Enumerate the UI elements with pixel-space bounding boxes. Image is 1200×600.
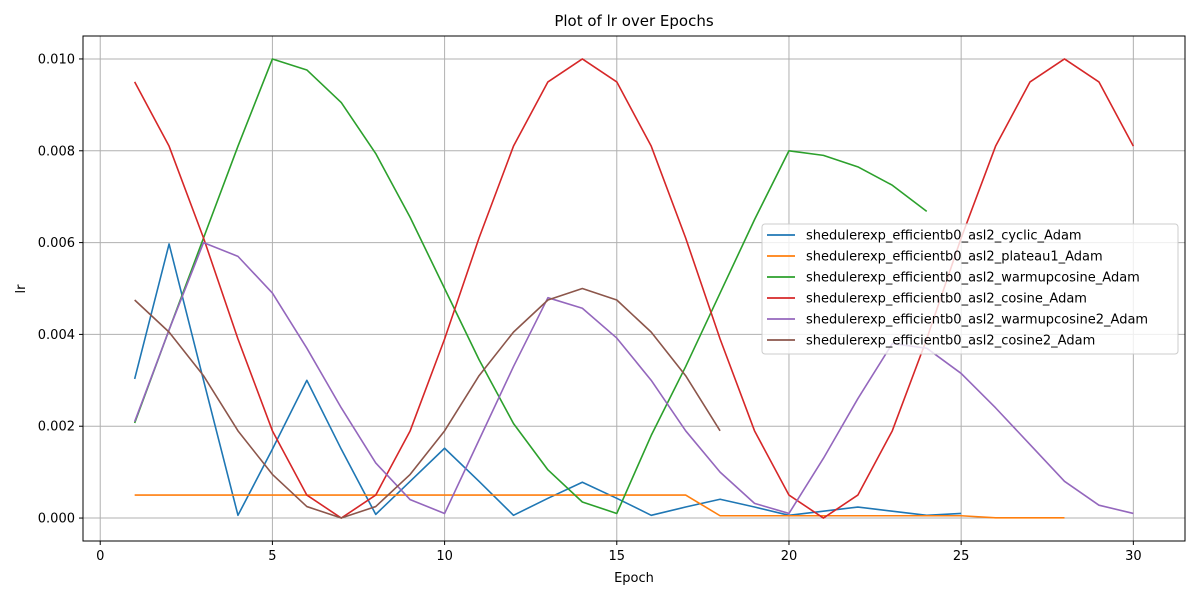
series-line-5 [133,241,1134,515]
series-line-4 [133,58,1135,519]
series-line-2 [134,494,1065,519]
x-tick-label: 10 [436,549,453,564]
series-line-1 [133,243,962,517]
legend-label: shedulerexp_efficientb0_asl2_cosine2_Ada… [806,334,1095,349]
legend-label: shedulerexp_efficientb0_asl2_cyclic_Adam [806,229,1082,244]
chart-title: Plot of lr over Epochs [554,12,714,30]
legend-box [761,223,1179,355]
legend-label: shedulerexp_efficientb0_asl2_warmupcosin… [806,313,1148,328]
x-tick-label: 25 [953,549,970,564]
axis-ticks: 0 5 10 15 20 25 30 0.000 0.002 0.004 0.006 0.008 0.0… [38,52,1142,564]
legend-label: shedulerexp_efficientb0_asl2_warmupcosin… [806,271,1140,286]
y-tick-label: 0.010 [38,52,75,67]
legend-label: shedulerexp_efficientb0_asl2_cosine_Adam [806,292,1087,307]
x-tick-label: 30 [1125,549,1142,564]
y-tick-label: 0.004 [38,328,75,343]
x-tick-label: 0 [96,549,104,564]
y-tick-label: 0.006 [38,236,75,251]
y-tick-label: 0.002 [38,420,75,435]
y-tick-label: 0.008 [38,144,75,159]
x-tick-label: 20 [781,549,798,564]
x-axis-title: Epoch [614,571,654,586]
legend-label: shedulerexp_efficientb0_asl2_plateau1_Ad… [806,250,1103,265]
x-tick-label: 5 [268,549,276,564]
series-line-3 [133,58,928,515]
y-axis-title: lr [14,284,29,294]
y-tick-label: 0.000 [38,512,75,527]
x-tick-label: 15 [609,549,626,564]
plot-frame [82,35,1186,542]
series-line-6 [134,287,721,519]
legend: shedulerexp_efficientb0_asl2_cyclic_Adam… [761,223,1179,355]
series-lines [133,58,1135,519]
